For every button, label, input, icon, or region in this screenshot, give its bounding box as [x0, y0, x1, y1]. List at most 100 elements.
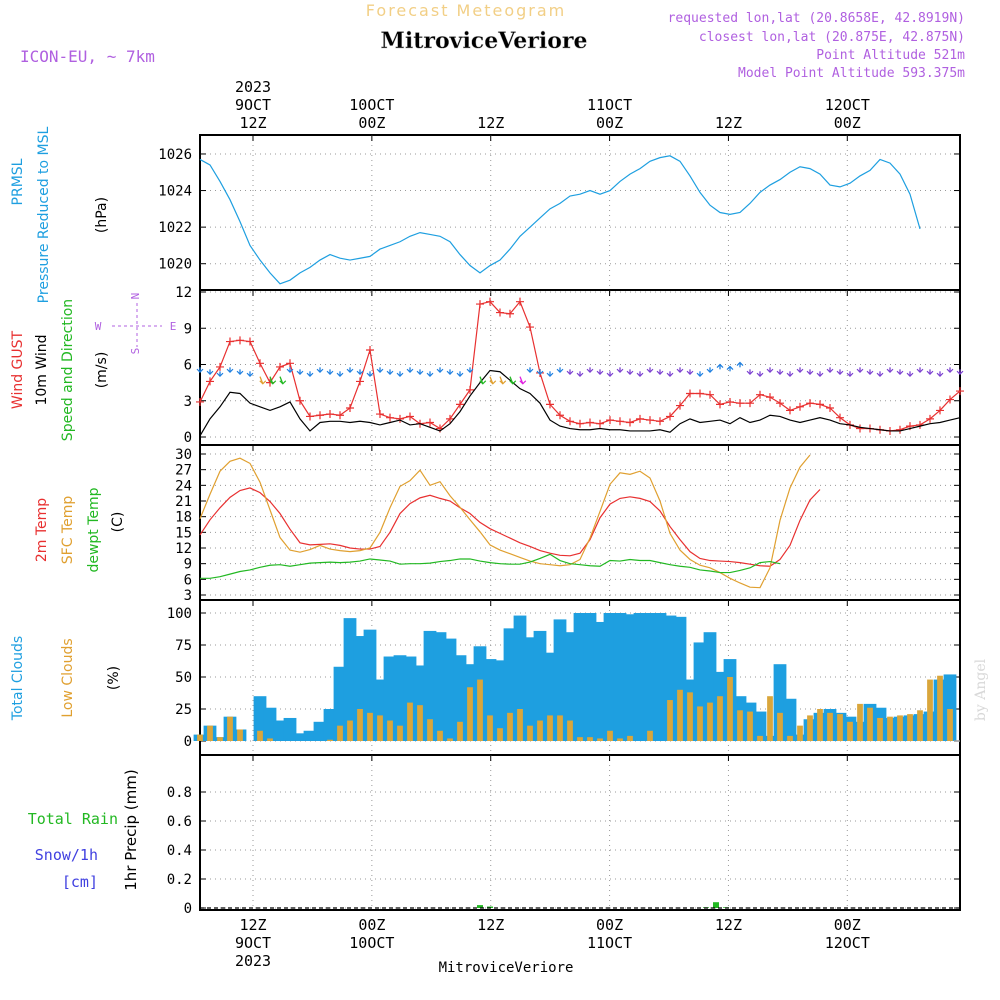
side-label: 1hr Precip (mm) [122, 769, 140, 890]
rain-bar [477, 905, 483, 908]
wind-arrow-head [796, 368, 804, 373]
side-label: [cm] [62, 873, 98, 891]
low-cloud-bar [567, 720, 573, 741]
wind-arrow-head [279, 380, 287, 385]
wind-arrow-head [206, 370, 214, 375]
ytick-label-wind: 3 [184, 394, 192, 410]
wind-gust-point [686, 389, 694, 398]
low-cloud-bar [527, 725, 533, 741]
wind-gust-point [856, 424, 864, 433]
side-label: Total Rain [28, 810, 118, 828]
side-label: PRMSL [10, 158, 26, 205]
model-point-altitude: Model Point Altitude 593.375m [738, 66, 965, 81]
side-label: (C) [110, 512, 126, 533]
wind-gust-point [256, 359, 264, 368]
wind-gust-point [706, 390, 714, 399]
wind-arrow-head [836, 370, 844, 375]
wind-gust-point [796, 402, 804, 411]
low-cloud-bar [887, 716, 893, 741]
total-cloud-bar [553, 619, 567, 741]
total-cloud-bar [523, 637, 537, 741]
total-cloud-bar [353, 636, 367, 741]
wind-arrow-head [686, 370, 694, 375]
total-cloud-bar [653, 613, 667, 741]
dewpoint-line [200, 553, 781, 579]
low-cloud-bar [837, 714, 843, 741]
total-cloud-bar [403, 656, 417, 741]
top-axis-label: 12OCT [825, 96, 870, 114]
wind-arrow-head [489, 380, 497, 385]
total-cloud-bar [443, 638, 457, 741]
low-cloud-bar [717, 696, 723, 741]
wind-gust-point [336, 411, 344, 420]
wind-gust-point [486, 297, 494, 306]
wind-arrow-head [376, 368, 384, 373]
top-axis-label: 12Z [477, 114, 504, 132]
low-cloud-bar [337, 725, 343, 741]
wind-arrow-head [886, 368, 894, 373]
wind-arrow-head [226, 368, 234, 373]
location-title: MitroviceVeriore [381, 28, 588, 54]
total-cloud-bar [703, 632, 717, 741]
low-cloud-bar [687, 692, 693, 741]
low-cloud-bar [417, 705, 423, 741]
wind-gust-point [956, 387, 964, 396]
wind-arrow-head [509, 380, 517, 385]
top-axis-label: 00Z [834, 114, 861, 132]
wind-arrow-head [946, 368, 954, 373]
low-cloud-bar [547, 715, 553, 741]
wind-arrow-head [536, 370, 544, 375]
total-cloud-bar [313, 721, 327, 741]
low-cloud-bar [577, 737, 583, 741]
low-cloud-bar [557, 715, 563, 741]
wind-arrow-head [499, 380, 507, 385]
wind-arrow-head [479, 380, 487, 385]
wind-arrow-head [696, 372, 704, 377]
forecast-subtitle: Forecast Meteogram [366, 1, 566, 20]
model-label: ICON-EU, ~ 7km [20, 47, 155, 66]
wind-arrow-head [326, 370, 334, 375]
low-cloud-bar [857, 703, 863, 741]
wind-gust-point [676, 401, 684, 410]
wind-arrow-head [556, 368, 564, 373]
low-cloud-bar [847, 721, 853, 741]
wind-arrow-head [616, 368, 624, 373]
wind-arrow-head [906, 372, 914, 377]
side-label: Speed and Direction [60, 299, 76, 441]
low-cloud-bar [347, 720, 353, 741]
wind-gust-point [726, 397, 734, 406]
ytick-label-wind: 9 [184, 321, 192, 337]
low-cloud-bar [727, 677, 733, 741]
ytick-label-clouds: 25 [175, 702, 192, 718]
ytick-label-temp: 30 [175, 447, 192, 463]
wind-gust-point [616, 417, 624, 426]
low-cloud-bar [897, 715, 903, 741]
total-cloud-bar [643, 613, 657, 741]
wind-gust-point [596, 419, 604, 428]
top-axis-label: 00Z [596, 114, 623, 132]
wind-gust-point [666, 412, 674, 421]
side-label: Wind GUST [10, 330, 26, 409]
low-cloud-bar [827, 712, 833, 741]
wind-arrow-head [806, 370, 814, 375]
wind-arrow-head [366, 372, 374, 377]
wind-arrow-head [269, 380, 277, 385]
total-cloud-bar [333, 666, 347, 741]
wind-gust-point [376, 410, 384, 419]
wind-gust-point [776, 399, 784, 408]
wind-gust-point [816, 400, 824, 409]
total-cloud-bar [423, 630, 437, 741]
compass-west: W [95, 320, 102, 333]
wind-arrow-head [236, 370, 244, 375]
ytick-label-temp: 18 [175, 510, 192, 526]
total-cloud-bar [593, 621, 607, 741]
low-cloud-bar [257, 730, 263, 741]
ytick-label-precip: 0.4 [167, 843, 192, 859]
low-cloud-bar [767, 696, 773, 741]
wind-gust-point [236, 336, 244, 345]
bottom-axis-label: 00Z [596, 916, 623, 934]
low-cloud-bar [367, 712, 373, 741]
total-cloud-bar [323, 709, 337, 741]
wind-gust-point [346, 404, 354, 412]
